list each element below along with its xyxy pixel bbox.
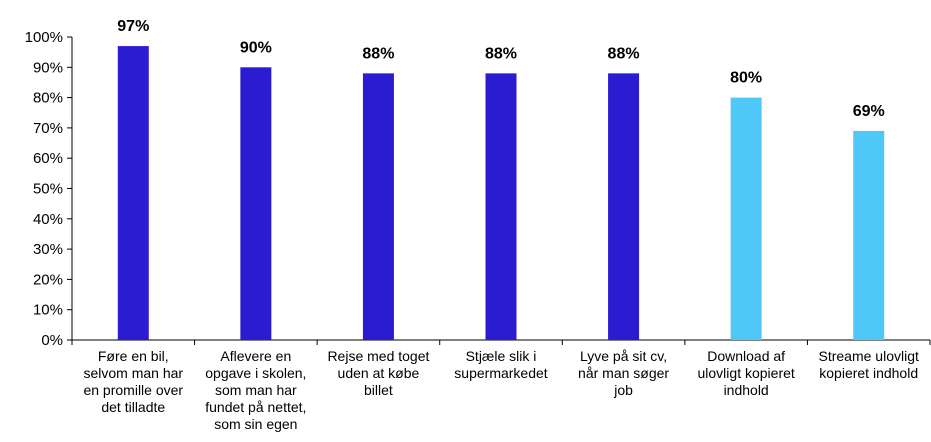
y-tick-label: 90% [33,59,63,76]
x-category-label-line: supermarkedet [454,365,548,381]
y-tick-label: 50% [33,181,63,198]
x-category-label-line: når man søger [578,365,670,381]
x-category-label-line: Download af [707,348,786,364]
y-tick-label: 100% [25,29,63,46]
x-category-label-line: opgave i skolen, [205,365,307,381]
x-category-label: Stjæle slik i supermarkedet [439,348,563,382]
y-tick-label: 0% [41,332,63,349]
data-label: 97% [117,18,149,35]
x-category-label-line: Streame ulovligt [818,348,919,364]
bar [608,73,640,341]
x-category-label-line: Lyve på sit cv, [579,348,668,364]
data-label: 88% [362,45,394,62]
bar [362,73,394,341]
x-category-label-line: fundet på nettet, [205,399,307,415]
data-label: 88% [485,45,517,62]
x-category-label-line: det tilladte [101,399,166,415]
data-label: 90% [240,39,272,56]
x-category-label-line: som sin egen [214,416,298,432]
x-category-label: Streame ulovligt kopieret indhold [807,348,931,382]
bars [117,46,885,341]
data-labels: 97% 90% 88% 88% 88% 80% 69% [117,18,884,120]
data-label: 69% [853,103,885,120]
bar [117,46,149,341]
x-category-label-line: Føre en bil, [97,348,169,364]
bar [853,130,885,340]
bar [240,67,272,341]
x-category-label-line: en promille over [83,382,184,398]
x-category-label-line: som man har [214,382,297,398]
x-category-label: Aflevere en opgave i skolen, som man har fu… [194,348,318,433]
x-category-label-line: job [614,382,633,398]
x-category-label-line: Aflevere en [220,348,292,364]
y-tick-label: 20% [33,271,63,288]
y-tick-label: 10% [33,302,63,319]
y-tick-label: 40% [33,211,63,228]
x-category-label-line: ulovligt kopieret [697,365,795,381]
x-category-label-line: selvom man har [83,365,184,381]
x-category-label-line: Stjæle slik i [465,348,537,364]
y-tick-label: 60% [33,150,63,167]
x-category-label: Rejse med toget uden at købe billet [316,348,440,399]
data-label: 80% [730,70,762,87]
x-category-label: Lyve på sit cv, når man søger job [562,348,686,399]
y-tick-label: 80% [33,90,63,107]
x-category-label-line: billet [364,382,393,398]
y-tick-label: 30% [33,241,63,258]
x-category-label-line: Rejse med toget [327,348,430,364]
data-label: 88% [608,45,640,62]
x-category-label: Føre en bil, selvom man har en promille ov… [71,348,195,416]
bar [485,73,517,341]
x-category-label: Download af ulovligt kopieret indhold [684,348,808,399]
x-category-label-line: kopieret indhold [819,365,919,381]
axes: 0% 10% 20% 30% 40% 50% 60% 70% 80% 90% 100% [25,29,931,349]
y-tick-label: 70% [33,120,63,137]
x-category-label-line: uden at købe [337,365,420,381]
x-category-label-line: indhold [723,382,769,398]
bar [730,97,762,340]
